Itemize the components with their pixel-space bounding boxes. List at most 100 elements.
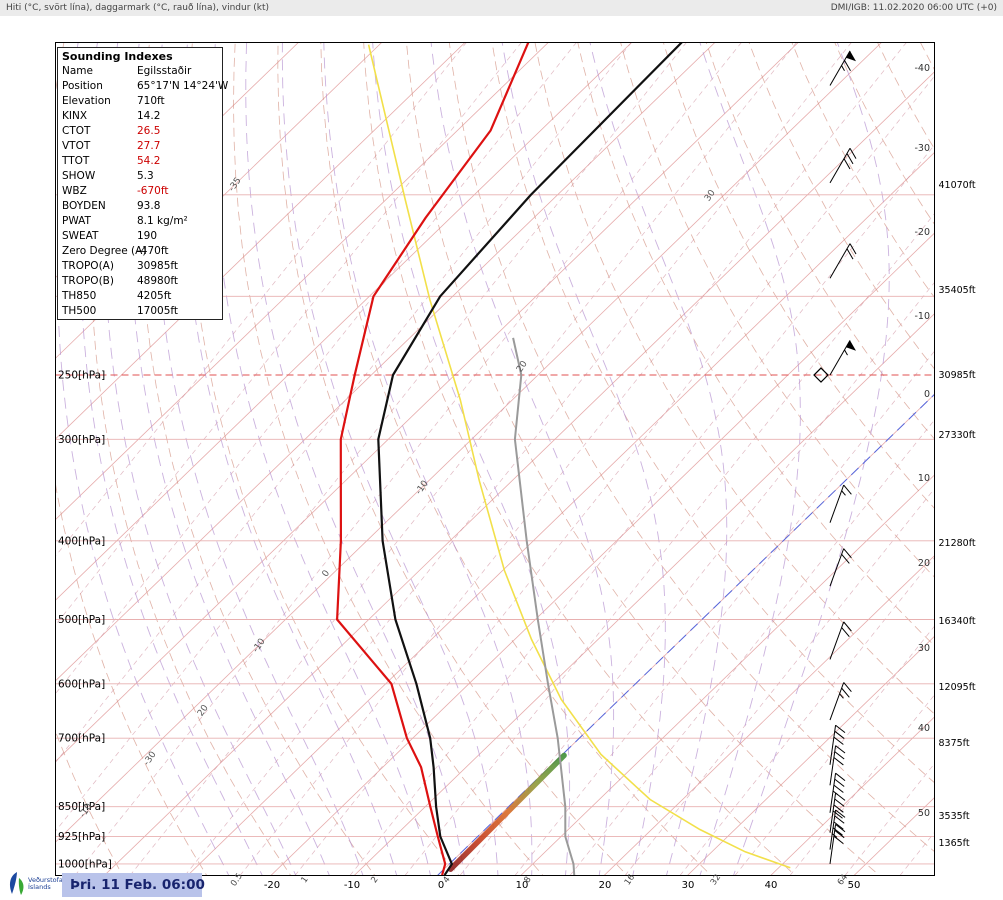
mixing-ratio-lines [55, 42, 935, 876]
right-temp-label: -30 [914, 143, 930, 154]
index-value: 14.2 [137, 110, 161, 122]
index-value: Egilsstaðir [137, 65, 192, 77]
bottom-temp-label: 30 [682, 880, 695, 891]
mixing-ratio-label: 1 [299, 875, 310, 885]
index-label: PWAT [62, 215, 91, 227]
inner-grid-label: -30 [142, 750, 159, 768]
altitude-axis-label: 21280ft [939, 538, 976, 549]
chart-frame [55, 42, 935, 876]
mixing-ratio-label: 8 [522, 875, 533, 885]
index-row: Elevation 710ft [58, 94, 222, 109]
inner-grid-label: 20 [196, 703, 211, 718]
pressure-axis-label: 400[hPa] [58, 535, 105, 547]
index-row: TTOT 54.2 [58, 154, 222, 169]
index-value: 54.2 [137, 155, 161, 167]
indexes-rows: Name Egilsstaðir Position 65°17'N 14°24'W El… [58, 64, 228, 319]
altitude-axis-label: 8375ft [939, 738, 970, 749]
index-label: CTOT [62, 125, 91, 137]
index-label: Elevation [62, 95, 111, 107]
index-label: Name [62, 65, 93, 77]
index-label: TH850 [62, 290, 97, 302]
right-temp-label: 50 [918, 808, 930, 819]
bottom-temp-label: 10 [516, 880, 529, 891]
index-label: VTOT [62, 140, 91, 152]
index-row: TROPO(A) 30985ft [58, 259, 222, 274]
index-row: VTOT 27.7 [58, 139, 222, 154]
vedurstofa-logo: Veðurstofa Íslands [6, 871, 63, 897]
mixing-ratio-label: 2 [369, 875, 380, 885]
header-legend: Hiti (°C, svört lína), daggarmark (°C, r… [6, 3, 270, 13]
index-value: 4205ft [137, 290, 172, 302]
freezing-isotherm-line [437, 393, 935, 876]
index-value: 27.7 [137, 140, 161, 152]
index-label: BOYDEN [62, 200, 106, 212]
index-label: SWEAT [62, 230, 99, 242]
index-value: 93.8 [137, 200, 161, 212]
index-value: -470ft [137, 245, 169, 257]
mixing-ratio-label: 16 [623, 873, 637, 888]
header-bar: Hiti (°C, svört lína), daggarmark (°C, r… [0, 0, 1003, 16]
index-label: KINX [62, 110, 88, 122]
inner-grid-label: 0 [321, 568, 333, 579]
pressure-axis-label: 700[hPa] [58, 733, 105, 745]
mixing-ratio-label: 4 [441, 875, 452, 885]
right-temp-label: 0 [924, 389, 930, 400]
index-value: 710ft [137, 95, 165, 107]
altitude-axis-label: 35405ft [939, 285, 976, 296]
index-value: 5.3 [137, 170, 154, 182]
bottom-temp-label: 20 [599, 880, 612, 891]
tropopause-marker-icon [813, 367, 829, 383]
index-value: 17005ft [137, 305, 179, 317]
right-temp-label: 30 [918, 643, 930, 654]
index-label: SHOW [62, 170, 96, 182]
index-value: 26.5 [137, 125, 161, 137]
vedurstofa-logo-text: Veðurstofa Íslands [28, 876, 63, 891]
pressure-axis-label: 600[hPa] [58, 678, 105, 690]
index-row: WBZ -670ft [58, 184, 222, 199]
index-row: SWEAT 190 [58, 229, 222, 244]
index-row: PWAT 8.1 kg/m² [58, 214, 222, 229]
inner-grid-label: 20 [515, 359, 530, 374]
header-source-timestamp: DMI/IGB: 11.02.2020 06:00 UTC (+0) [830, 3, 997, 13]
index-row: TH850 4205ft [58, 289, 222, 304]
index-label: TH500 [62, 305, 97, 317]
index-row: CTOT 26.5 [58, 124, 222, 139]
bottom-temp-label: -10 [344, 880, 360, 891]
bottom-temp-label: 0 [438, 880, 444, 891]
index-row: SHOW 5.3 [58, 169, 222, 184]
pressure-axis-label: 850[hPa] [58, 801, 105, 813]
inner-grid-label: 30 [703, 188, 718, 203]
bottom-temp-label: 40 [765, 880, 778, 891]
right-temp-label: -40 [914, 63, 930, 74]
index-row: TROPO(B) 48980ft [58, 274, 222, 289]
pressure-axis-label: 300[hPa] [58, 434, 105, 446]
right-temp-label: -10 [914, 311, 930, 322]
index-label: Zero Degree (A) [62, 245, 147, 257]
right-temp-label: -20 [914, 227, 930, 238]
right-temp-label: 40 [918, 723, 930, 734]
sounding-curves [336, 42, 791, 876]
index-row: KINX 14.2 [58, 109, 222, 124]
wind-barbs [829, 50, 857, 865]
datetime-badge: Þri. 11 Feb. 06:00 [62, 873, 205, 897]
index-label: WBZ [62, 185, 87, 197]
yellow-aux-curve [367, 44, 791, 869]
altitude-axis-label: 16340ft [939, 616, 976, 627]
index-value: 8.1 kg/m² [137, 215, 188, 227]
index-value: 48980ft [137, 275, 179, 287]
index-row: BOYDEN 93.8 [58, 199, 222, 214]
vedurstofa-logo-mark [9, 872, 24, 895]
bottom-temp-label: 50 [848, 880, 861, 891]
altitude-axis-label: 1365ft [939, 838, 970, 849]
pressure-axis-label: 925[hPa] [58, 831, 105, 843]
temperature-curve [377, 42, 684, 876]
altitude-axis-label: 27330ft [939, 430, 976, 441]
altitude-axis-label: 12095ft [939, 682, 976, 693]
index-row: Zero Degree (A) -470ft [58, 244, 222, 259]
index-label: TROPO(B) [62, 275, 114, 287]
index-label: Position [62, 80, 103, 92]
bottom-temp-label: -20 [264, 880, 280, 891]
altitude-axis-label: 41070ft [939, 180, 976, 191]
indexes-title: Sounding Indexes [62, 50, 173, 63]
